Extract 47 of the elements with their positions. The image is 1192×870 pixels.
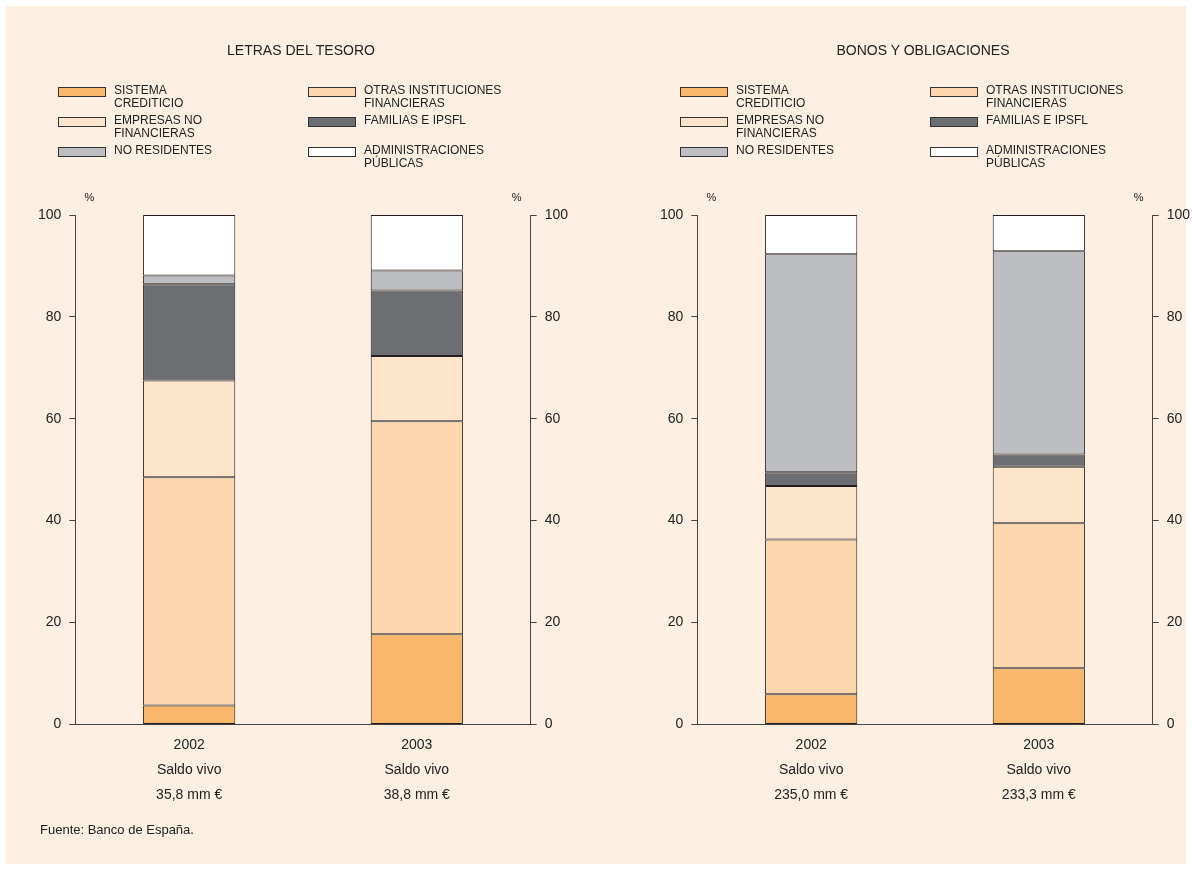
y2-tick-label: 40 <box>544 511 561 528</box>
legend-label: FAMILIAS E IPSFL <box>364 113 468 127</box>
y-tick-label: 0 <box>675 715 684 732</box>
legend-label: ADMINISTRACIONES PÚBLICAS <box>364 143 485 170</box>
y-tick-label: 40 <box>667 511 684 528</box>
x-tick-label: 2002 Saldo vivo 35,8 mm € <box>156 735 223 803</box>
y2-tick-label: 100 <box>544 205 569 222</box>
y-tick-label: 100 <box>38 205 62 222</box>
y2-tick-label: 40 <box>1166 511 1183 528</box>
y2-tick-label: 20 <box>1166 613 1183 630</box>
y2-tick-label: 0 <box>544 715 553 732</box>
y-tick-label: 100 <box>660 205 684 222</box>
y-tick-label: 0 <box>53 715 62 732</box>
y2-tick-label: 20 <box>544 613 561 630</box>
legend-label: EMPRESAS NO FINANCIERAS <box>114 113 204 140</box>
y2-axis-title: % <box>1133 191 1144 203</box>
y-tick-label: 20 <box>45 613 62 630</box>
y-tick-label: 20 <box>667 613 684 630</box>
x-tick-label: 2002 Saldo vivo 235,0 mm € <box>774 735 849 803</box>
legend-label: FAMILIAS E IPSFL <box>986 113 1090 127</box>
legend-label: OTRAS INSTITUCIONES FINANCIERAS <box>364 83 503 110</box>
chart-title: LETRAS DEL TESORO <box>226 42 376 58</box>
x-tick-label: 2003 Saldo vivo 38,8 mm € <box>383 735 451 803</box>
y2-tick-label: 60 <box>1166 409 1183 426</box>
source-note: Fuente: Banco de España. <box>40 822 194 837</box>
legend-label: SISTEMA CREDITICIO <box>114 83 185 110</box>
y2-axis-title: % <box>511 191 522 203</box>
chart-title: BONOS Y OBLIGACIONES <box>835 42 1011 58</box>
legend-label: SISTEMA CREDITICIO <box>736 83 807 110</box>
y2-tick-label: 60 <box>544 409 561 426</box>
y-axis-title: % <box>706 191 717 203</box>
y2-tick-label: 0 <box>1166 715 1175 732</box>
y2-tick-label: 80 <box>544 307 561 324</box>
legend-label: NO RESIDENTES <box>114 143 213 157</box>
y-tick-label: 60 <box>45 409 62 426</box>
y-axis-title: % <box>84 191 95 203</box>
x-tick-label: 2003 Saldo vivo 233,3 mm € <box>1001 735 1076 803</box>
legend-label: ADMINISTRACIONES PÚBLICAS <box>986 143 1107 170</box>
legend-label: EMPRESAS NO FINANCIERAS <box>736 113 826 140</box>
legend-label: OTRAS INSTITUCIONES FINANCIERAS <box>986 83 1125 110</box>
y-tick-label: 80 <box>45 307 62 324</box>
y-tick-label: 60 <box>667 409 684 426</box>
y-tick-label: 80 <box>667 307 684 324</box>
legend-label: NO RESIDENTES <box>736 143 835 157</box>
y2-tick-label: 100 <box>1166 205 1191 222</box>
y-tick-label: 40 <box>45 511 62 528</box>
y2-tick-label: 80 <box>1166 307 1183 324</box>
